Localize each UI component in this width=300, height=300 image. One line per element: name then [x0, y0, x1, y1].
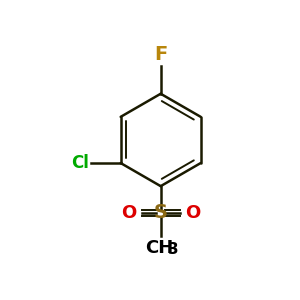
Text: F: F [154, 45, 167, 64]
Text: 3: 3 [168, 242, 178, 256]
Text: Cl: Cl [71, 154, 89, 172]
Text: O: O [121, 204, 136, 222]
Text: O: O [185, 204, 200, 222]
Text: S: S [154, 203, 168, 222]
Text: CH: CH [146, 239, 174, 257]
